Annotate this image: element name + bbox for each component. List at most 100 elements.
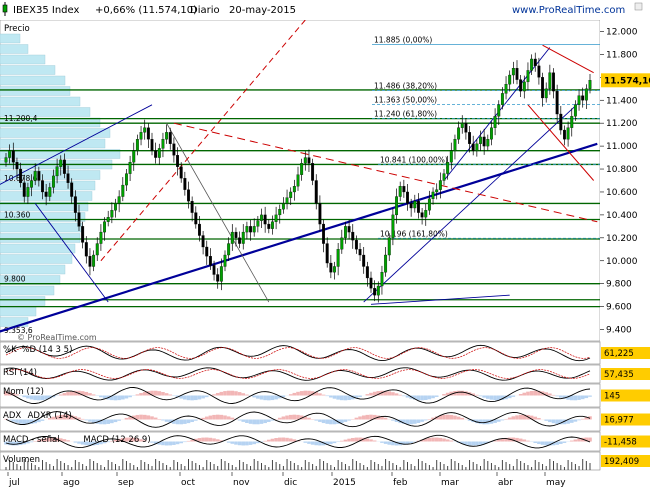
- red-lower-line: [527, 104, 595, 181]
- candle-body: [11, 150, 15, 163]
- lower-channel-line: [34, 203, 109, 303]
- candle-body: [563, 129, 566, 140]
- x-tick-label: dic: [284, 478, 297, 488]
- indicator-panel: [0, 451, 601, 471]
- candle-body: [154, 150, 158, 158]
- indicator-line: [5, 387, 591, 404]
- candle-body: [416, 200, 420, 213]
- volume-profile-bar: [0, 233, 81, 243]
- candle-body: [453, 139, 457, 151]
- candle-body: [59, 159, 63, 167]
- candle-body: [533, 58, 537, 67]
- candle-body: [245, 226, 249, 233]
- candle-body: [358, 249, 362, 256]
- pane-options-icon[interactable]: [634, 2, 643, 11]
- indicator-params: %D (14 3 5): [21, 345, 72, 355]
- candle-body: [519, 79, 523, 92]
- candle-body: [420, 212, 424, 218]
- indicator-value: 16,977: [604, 416, 634, 426]
- x-tick-label: abr: [498, 478, 513, 488]
- candle-body: [201, 235, 205, 248]
- candle-body: [322, 223, 325, 244]
- fib-label: 11.486 (38,20%): [374, 81, 437, 90]
- price-candles: [4, 52, 592, 303]
- indicator-value: 192,409: [604, 457, 639, 467]
- candle-body: [541, 77, 544, 99]
- price-pane-title: Precio: [4, 24, 30, 34]
- candle-body: [438, 180, 442, 190]
- candle-body: [22, 182, 26, 197]
- candle-body: [537, 65, 541, 78]
- candle-body: [489, 127, 493, 140]
- candle-body: [292, 186, 296, 193]
- volume-profile-bar: [0, 170, 101, 180]
- candle-body: [424, 210, 428, 218]
- candle-body: [380, 272, 384, 287]
- candle-body: [500, 93, 504, 105]
- chart-header: IBEX35 Index +0,66% (11.574,10) Diario 2…: [0, 0, 650, 34]
- candle-body: [216, 274, 220, 282]
- candle-body: [497, 104, 501, 117]
- volume-profile-bar: [0, 212, 86, 222]
- y-tick-label: 10.400: [606, 211, 638, 221]
- candle-body: [194, 212, 198, 225]
- candle-body: [409, 203, 413, 209]
- candle-body: [464, 123, 468, 133]
- indicator-value-bg: [601, 347, 650, 359]
- volume-profile-bar: [0, 128, 111, 138]
- time-axis: jul ago sep oct nov dic 2015 feb mar abr may: [0, 472, 650, 490]
- candle-body: [238, 237, 242, 244]
- candle-body: [387, 237, 391, 256]
- x-tick-label: sep: [118, 478, 134, 488]
- candle-body: [402, 186, 406, 193]
- period-label: Diario: [190, 5, 220, 16]
- candle-body: [62, 159, 66, 174]
- volume-profile-bar: [0, 96, 81, 107]
- indicator-value-bg: [601, 368, 650, 380]
- indicator-value: 61,225: [604, 349, 634, 359]
- indicator-value-bg: [601, 435, 650, 448]
- volume-profile-bar: [0, 33, 21, 44]
- indicator-value: 145: [604, 392, 620, 402]
- candle-body: [365, 266, 369, 279]
- candle-body: [504, 84, 508, 94]
- candle-body: [329, 262, 333, 273]
- candle-body: [241, 231, 245, 244]
- candle-body: [103, 221, 106, 233]
- candle-body: [457, 127, 461, 140]
- candle-body: [161, 139, 165, 149]
- indicator-value-bg: [601, 389, 650, 402]
- fib-label: 11.240 (61,80%): [374, 110, 437, 119]
- candle-body: [73, 196, 77, 213]
- candle-body: [70, 182, 74, 197]
- candle-body: [26, 187, 30, 197]
- candle-icon: [2, 2, 8, 16]
- x-tick-label: ago: [63, 478, 80, 488]
- candle-body: [37, 171, 41, 181]
- candle-body: [427, 198, 431, 211]
- indicator-name: MACD - señal: [3, 435, 60, 445]
- y-tick-label: 10.600: [606, 188, 638, 198]
- candle-body: [449, 150, 453, 163]
- candle-body: [395, 196, 398, 216]
- candle-body: [482, 136, 486, 147]
- x-tick-label: feb: [393, 478, 408, 488]
- candle-body: [128, 162, 132, 174]
- volume-profile-bar: [0, 243, 76, 254]
- candle-body: [573, 104, 577, 117]
- x-tick-label: oct: [181, 478, 195, 488]
- candle-body: [55, 166, 59, 177]
- fib-label: 10.196 (161,80%): [380, 229, 448, 238]
- y-tick-label: 11.000: [606, 142, 638, 152]
- candle-body: [260, 214, 263, 221]
- major-uptrend-line: [0, 142, 598, 333]
- candle-body: [157, 148, 161, 158]
- candle-body: [208, 256, 212, 266]
- candle-body: [369, 277, 373, 289]
- candle-body: [212, 265, 216, 275]
- date-label: 20-may-2015: [229, 5, 296, 16]
- trend-lines: [0, 19, 598, 333]
- candle-body: [285, 197, 289, 204]
- y-tick-label: 11.400: [606, 96, 638, 106]
